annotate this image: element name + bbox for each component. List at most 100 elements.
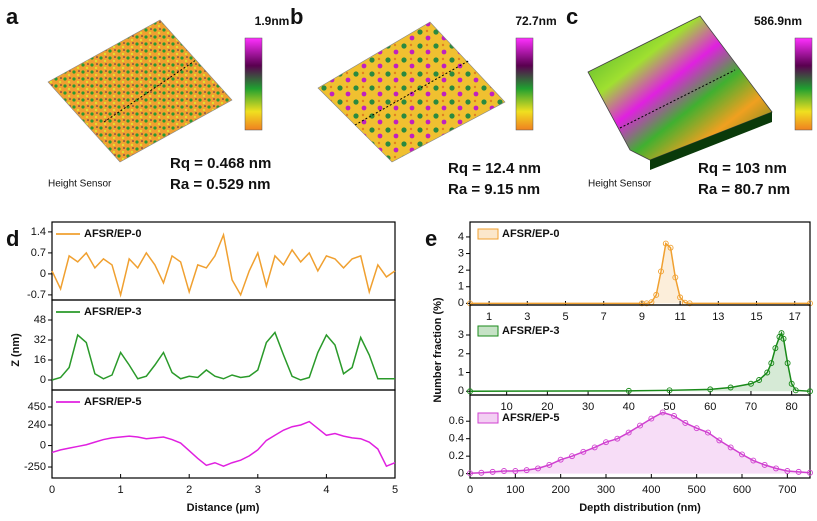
x-tick-label: 1 [118,484,124,496]
legend-swatch [477,325,499,337]
panel-label: d [6,226,19,251]
y-axis-label: Z (nm) [10,333,22,367]
x-tick-label: 7 [601,311,607,323]
y-tick-label: 0 [458,468,464,480]
sensor: Height Sensor [588,179,652,190]
y-tick-label: 4 [458,231,464,243]
marker [788,380,795,387]
x-tick-label: 11 [674,311,685,323]
legend-label: AFSR/EP-3 [502,325,559,337]
y-tick-label: -250 [24,461,46,473]
panel-label: c [566,4,578,29]
marker [682,420,689,426]
x-tick-label: 300 [597,484,615,496]
panel-label: e [425,226,437,251]
legend-swatch [477,228,499,240]
y-tick-label: 3 [458,247,464,259]
marker [750,457,757,464]
marker [667,244,674,251]
marker [772,345,779,352]
area [470,412,810,474]
ra: Ra = 80.7 nm [698,181,790,198]
marker [792,387,799,394]
plot-frame [469,394,811,479]
marker [778,330,785,337]
marker [716,437,723,444]
series-line [51,232,396,298]
marker [603,439,609,446]
y-tick-label: -0.7 [27,289,46,301]
sensor: Height Sensor [48,179,112,190]
rq: Rq = 12.4 nm [448,160,541,177]
afm-b [317,21,534,163]
y-tick-label: 240 [28,419,46,431]
x-tick-label: 10 [501,401,513,413]
rq: Rq = 103 nm [698,160,787,177]
x-axis-label: Depth distribution (nm) [579,502,701,514]
plot-frame [51,389,396,479]
x-tick-label: 5 [392,484,398,496]
marker [756,377,763,383]
x-tick-label: 9 [639,311,645,323]
marker [557,456,564,463]
x-tick-label: 5 [562,311,568,323]
panel-label: a [6,4,19,29]
x-tick-label: 80 [786,401,798,413]
x-tick-label: 100 [506,484,524,496]
y-tick-label: 16 [34,354,46,366]
y-tick-label: 0 [40,374,46,386]
marker [580,448,587,455]
legend-label: AFSR/EP-5 [502,412,559,424]
y-tick-label: 2 [458,348,464,360]
x-tick-label: 1 [486,311,492,323]
x-tick-label: 13 [712,311,724,323]
marker [784,360,791,367]
ra: Ra = 9.15 nm [448,181,540,198]
x-tick-label: 2 [186,484,192,496]
x-tick-label: 40 [623,401,635,413]
marker [739,451,745,458]
marker [672,274,679,281]
x-tick-label: 0 [49,484,55,496]
y-tick-label: 48 [34,314,46,326]
x-tick-label: 500 [687,484,705,496]
x-tick-label: 3 [255,484,261,496]
y-tick-label: 0 [458,385,464,397]
marker [625,429,632,436]
marker [512,468,519,474]
y-tick-label: 0 [40,268,46,280]
series-line [51,331,395,381]
x-tick-label: 600 [733,484,751,496]
y-tick-label: 0.6 [449,415,464,427]
y-tick-label: 0 [40,439,46,451]
marker [780,335,787,342]
marker [686,300,693,307]
series-line [51,420,396,468]
marker [653,291,660,298]
x-tick-label: 70 [745,401,757,413]
legend-swatch [477,412,499,424]
ra: Ra = 0.529 nm [170,176,270,193]
panel-label: b [290,4,303,29]
marker [591,444,598,451]
scale-label: 586.9nm [754,14,802,28]
legend-label: AFSR/EP-5 [84,396,141,408]
marker [546,461,553,468]
x-tick-label: 3 [524,311,530,323]
x-tick-label: 30 [582,401,594,413]
legend-label: AFSR/EP-3 [84,306,141,318]
marker [773,465,779,472]
x-tick-label: 20 [541,401,553,413]
marker [569,453,575,460]
x-axis-label: Distance (μm) [187,502,260,514]
afm-a [47,19,263,163]
marker [707,386,714,393]
x-tick-label: 15 [750,311,762,323]
marker [764,369,771,376]
marker [705,429,711,436]
series-line [469,331,811,392]
rq: Rq = 0.468 nm [170,155,271,172]
y-tick-label: 1 [458,366,464,378]
y-tick-label: 3 [458,329,464,341]
x-tick-label: 400 [642,484,660,496]
